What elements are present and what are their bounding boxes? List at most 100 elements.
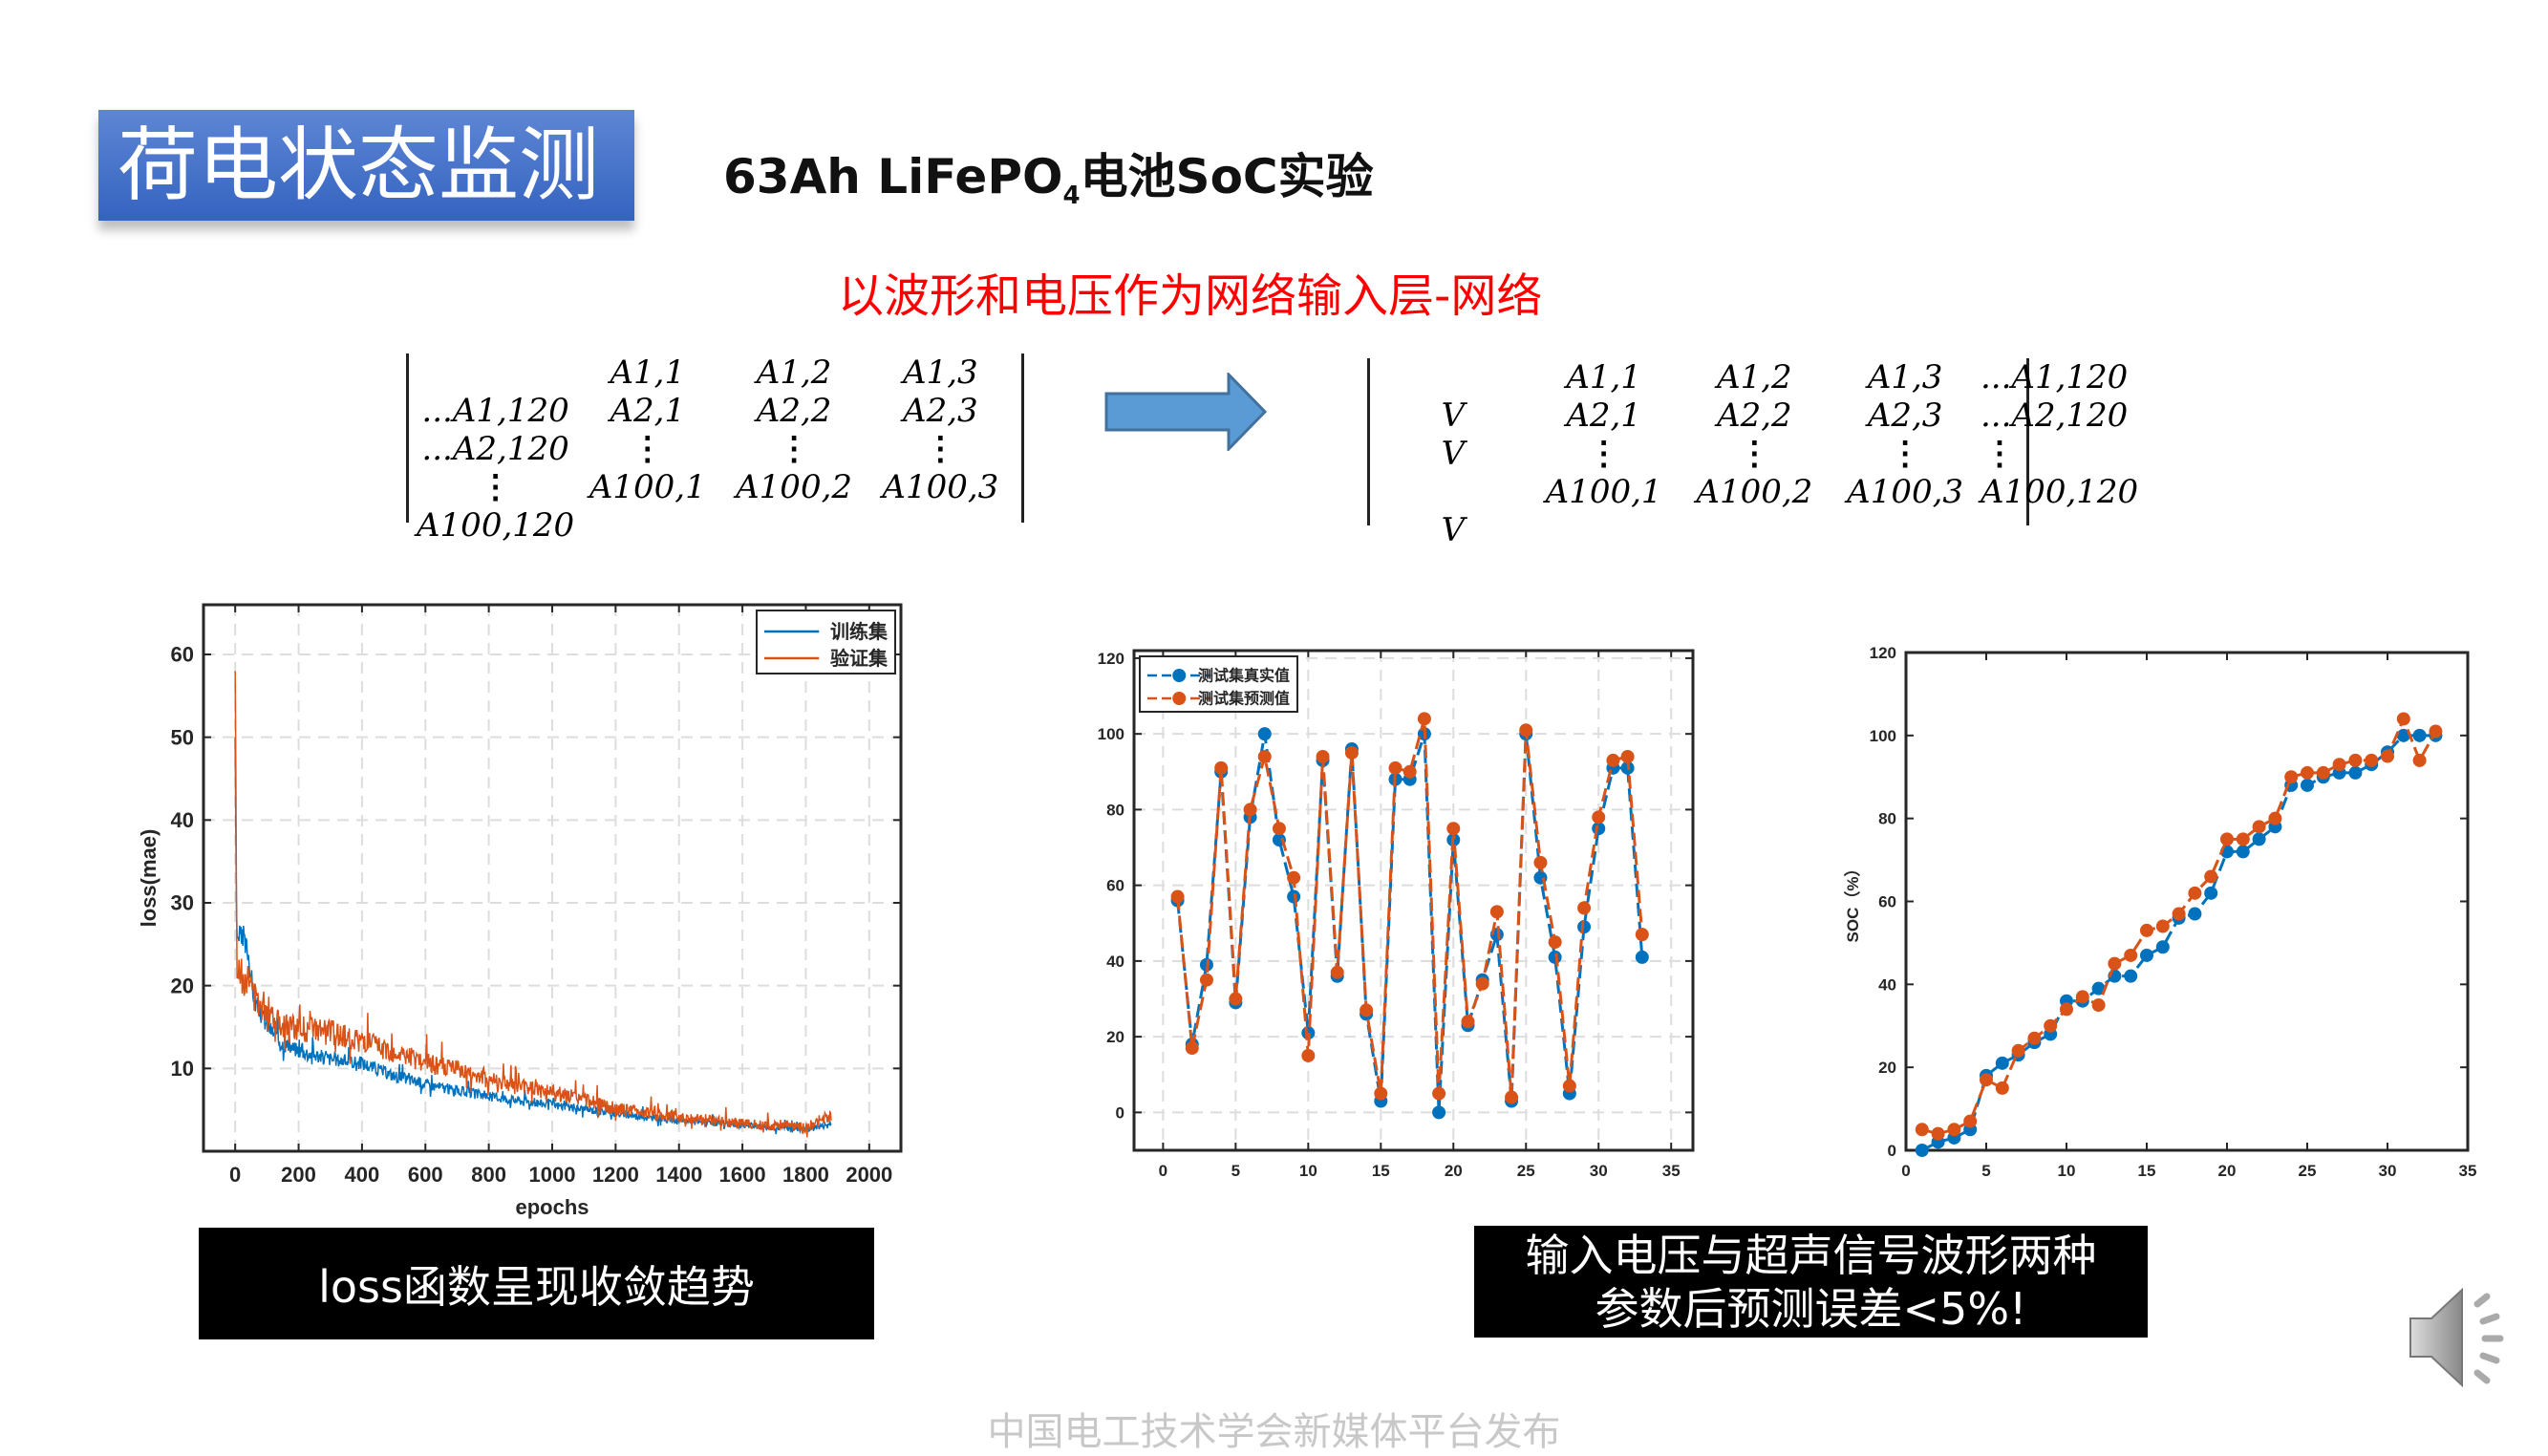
data-point	[1562, 1079, 1576, 1093]
legend-marker	[1172, 692, 1187, 705]
matrix-cell: A2,2	[1717, 396, 1792, 435]
matrix-cell: A100,1	[589, 468, 706, 506]
data-point	[2252, 832, 2266, 846]
data-point	[1287, 889, 1301, 904]
data-point	[1995, 1081, 2009, 1095]
red-heading: 以波形和电压作为网络输入层-网络	[838, 269, 1543, 323]
data-point	[1963, 1114, 1978, 1128]
data-point	[2365, 753, 2379, 767]
data-point	[1432, 1086, 1446, 1101]
data-point	[2188, 886, 2202, 900]
data-point	[1432, 1105, 1446, 1120]
matrix-cell: A1,2	[756, 353, 832, 392]
data-point	[2140, 923, 2153, 937]
matrix-cell: A2,1	[1566, 396, 1641, 435]
matrix-cell: A1,1	[1566, 358, 1641, 396]
matrix-cell: A1,3	[903, 353, 978, 392]
data-point	[1199, 973, 1213, 987]
series-line-1	[234, 671, 832, 1138]
data-point	[1374, 1086, 1388, 1101]
data-point	[1287, 870, 1301, 885]
y-tick-label: 30	[171, 891, 194, 915]
subtitle-subscript: 4	[1062, 182, 1081, 210]
data-point	[1548, 950, 1562, 964]
axes-box	[202, 603, 903, 1153]
x-tick-label: 5	[1981, 1162, 1990, 1180]
speaker-icon[interactable]	[2403, 1275, 2527, 1400]
matrix-cell: ⋮	[479, 468, 512, 506]
data-point	[1272, 822, 1286, 836]
x-tick-label: 1800	[782, 1163, 829, 1187]
y-axis-label: loss(mae)	[137, 829, 161, 928]
caption-error-line2: 参数后预测误差<5%!	[1595, 1282, 2027, 1335]
legend-label: 验证集	[830, 647, 889, 670]
data-point	[2220, 832, 2234, 846]
y-tick-label: 60	[171, 643, 194, 667]
x-tick-label: 2000	[846, 1163, 892, 1187]
data-point	[1592, 810, 1606, 824]
y-tick-label: 60	[1106, 877, 1124, 895]
data-point	[1185, 1041, 1199, 1056]
x-tick-label: 0	[1159, 1162, 1167, 1180]
data-point	[1635, 928, 1649, 942]
matrix-cell: V	[1441, 435, 1466, 473]
x-tick-label: 30	[1590, 1162, 1608, 1180]
matrix-cell: A2,1	[610, 392, 686, 430]
right-arrow-icon	[1104, 373, 1268, 451]
x-tick-label: 10	[1299, 1162, 1317, 1180]
data-point	[2332, 758, 2346, 772]
y-tick-label: 80	[1106, 801, 1124, 819]
matrix-cell: ⋮	[1587, 435, 1620, 473]
matrix-cell: ⋮	[1738, 435, 1771, 473]
data-point	[1170, 889, 1185, 904]
x-tick-label: 0	[229, 1163, 241, 1187]
data-point	[1548, 935, 1562, 950]
legend-box	[756, 610, 896, 674]
data-point	[2316, 765, 2330, 780]
data-point	[1330, 965, 1344, 979]
matrix-cell: A100,3	[1847, 473, 1964, 511]
matrix-cell: A2,2	[756, 392, 832, 430]
test-set-chart: 0 5 10 15 20 25 30 35 0 20 40 60 80 100 120 测试集真实值测试集预测…	[1098, 649, 1695, 1180]
x-axis-label: epochs	[515, 1195, 589, 1219]
y-axis-label: SOC（%）	[1843, 861, 1862, 943]
data-point	[1417, 712, 1431, 726]
y-tick-label: 0	[1116, 1103, 1124, 1122]
data-point	[2236, 832, 2250, 846]
data-point	[2044, 1018, 2058, 1033]
legend-marker	[1172, 669, 1187, 682]
subtitle-main: 63Ah LiFePO	[723, 149, 1063, 204]
caption-loss: loss函数呈现收敛趋势	[199, 1228, 874, 1339]
y-tick-label: 0	[1888, 1142, 1896, 1160]
section-title: 荷电状态监测	[98, 110, 634, 221]
x-tick-label: 20	[2218, 1162, 2237, 1180]
y-tick-label: 20	[1878, 1059, 1896, 1077]
plot-area	[1915, 712, 2443, 1157]
data-point	[2429, 724, 2443, 739]
data-point	[1995, 1056, 2009, 1070]
legend-label: 测试集预测值	[1198, 690, 1290, 708]
matrix-cell: A100,120	[1981, 473, 2139, 511]
data-point	[1915, 1123, 1929, 1137]
data-point	[1461, 1015, 1475, 1029]
data-point	[2348, 765, 2363, 780]
data-point	[1229, 992, 1243, 1006]
series-line-1	[1176, 717, 1644, 1098]
y-tick-label: 120	[1870, 644, 1896, 662]
data-point	[1344, 745, 1359, 760]
x-tick-label: 25	[2299, 1162, 2317, 1180]
plot-area	[234, 671, 832, 1138]
legend-box	[1139, 655, 1298, 713]
data-point	[2348, 753, 2363, 767]
data-point	[2027, 1031, 2042, 1045]
subtitle-rest: 电池SoC实验	[1080, 149, 1374, 204]
matrix-cell: A1,1	[610, 353, 686, 392]
matrix-cell: A1,3	[1867, 358, 1943, 396]
data-point	[1635, 950, 1649, 964]
caption-error: 输入电压与超声信号波形两种 参数后预测误差<5%!	[1474, 1226, 2148, 1338]
data-point	[1577, 901, 1592, 915]
axes-box	[1904, 651, 2470, 1152]
data-point	[1620, 749, 1635, 763]
data-point	[2155, 919, 2170, 933]
x-tick-label: 10	[2058, 1162, 2076, 1180]
